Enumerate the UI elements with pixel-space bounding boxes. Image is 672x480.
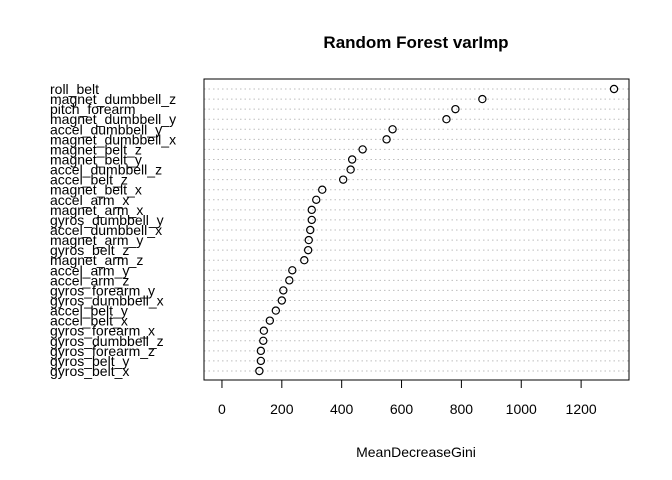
x-tick-label-200: 200 [270,401,294,417]
x-tick-label-0: 0 [218,401,226,417]
x-tick-label-800: 800 [450,401,474,417]
category-label-accel_arm_y: accel_arm_y [50,262,129,278]
category-label-gyros_dumbbell_x: gyros_dumbbell_x [50,293,164,309]
data-point-magnet_arm_x [307,205,316,215]
data-point-gyros_dumbbell_x [277,296,287,305]
category-label-accel_arm_z: accel_arm_z [50,272,129,288]
category-label-magnet_arm_z: magnet_arm_z [50,252,143,268]
x-axis: 0 200 400 600 800 1000 1200 [218,380,597,417]
category-label-magnet_dumbbell_y: magnet_dumbbell_y [50,111,176,127]
data-point-accel_belt_y [271,306,281,315]
category-label-accel_dumbbell_x: accel_dumbbell_x [50,222,162,238]
data-point-magnet_belt_y [347,155,357,164]
category-label-magnet_belt_y: magnet_belt_y [50,152,142,168]
category-labels: roll_beltmagnet_dumbbell_zpitch_forearmm… [50,81,176,379]
x-axis-label: MeanDecreaseGini [356,444,476,460]
data-point-accel_belt_x [265,316,275,325]
data-point-gyros_belt_x [255,366,264,376]
category-label-gyros_forearm_y: gyros_forearm_y [50,282,155,298]
category-label-accel_dumbbell_z: accel_dumbbell_z [50,162,162,178]
data-point-gyros_forearm_x [259,326,269,335]
category-label-magnet_arm_y: magnet_arm_y [50,232,143,248]
category-label-magnet_dumbbell_z: magnet_dumbbell_z [50,91,176,107]
data-point-accel_dumbbell_x [306,225,315,235]
data-point-magnet_arm_z [300,256,309,265]
category-label-pitch_forearm: pitch_forearm [50,101,136,117]
category-label-magnet_belt_z: magnet_belt_z [50,141,142,157]
category-label-accel_belt_y: accel_belt_y [50,303,128,319]
data-point-magnet_arm_y [304,235,313,245]
category-label-gyros_belt_y: gyros_belt_y [50,353,129,369]
category-label-gyros_belt_x: gyros_belt_x [50,363,129,379]
category-label-gyros_dumbbell_y: gyros_dumbbell_y [50,212,164,228]
x-tick-label-400: 400 [330,401,354,417]
category-label-gyros_forearm_z: gyros_forearm_z [50,343,155,359]
category-label-magnet_belt_x: magnet_belt_x [50,182,142,198]
data-point-accel_arm_z [285,276,294,285]
data-point-accel_belt_z [338,175,348,184]
data-point-gyros_belt_z [303,245,313,255]
plot-frame [203,78,630,381]
chart-title: Random Forest varImp [323,33,508,52]
category-label-gyros_dumbbell_z: gyros_dumbbell_z [50,333,164,349]
category-label-accel_dumbbell_y: accel_dumbbell_y [50,121,162,137]
category-label-gyros_belt_z: gyros_belt_z [50,242,129,258]
data-point-accel_dumbbell_z [346,165,355,174]
guide-lines [204,88,629,372]
x-tick-label-600: 600 [390,401,414,417]
data-point-magnet_dumbbell_z [478,94,487,104]
data-points [255,84,619,376]
data-point-magnet_dumbbell_y [442,115,451,124]
data-point-gyros_dumbbell_z [259,336,268,345]
category-label-gyros_forearm_x: gyros_forearm_x [50,323,155,339]
data-point-accel_arm_y [288,266,297,275]
data-point-gyros_forearm_y [279,286,288,295]
category-label-magnet_dumbbell_x: magnet_dumbbell_x [50,131,176,147]
category-label-magnet_arm_x: magnet_arm_x [50,202,143,218]
data-point-magnet_belt_x [318,185,327,194]
data-point-gyros_forearm_z [256,346,266,356]
data-point-magnet_dumbbell_x [382,135,391,144]
data-point-roll_belt [609,84,619,94]
data-point-accel_dumbbell_y [388,125,397,134]
category-label-accel_belt_z: accel_belt_z [50,172,128,188]
x-tick-label-1000: 1000 [506,401,537,417]
data-point-accel_arm_x [312,195,321,204]
category-label-accel_arm_x: accel_arm_x [50,192,129,208]
data-point-pitch_forearm [451,104,460,114]
data-point-magnet_belt_z [358,145,367,154]
category-label-accel_belt_x: accel_belt_x [50,313,128,329]
data-point-gyros_dumbbell_y [307,215,316,225]
category-label-roll_belt: roll_belt [50,81,99,97]
data-point-gyros_belt_y [256,356,266,366]
x-tick-label-1200: 1200 [566,401,597,417]
